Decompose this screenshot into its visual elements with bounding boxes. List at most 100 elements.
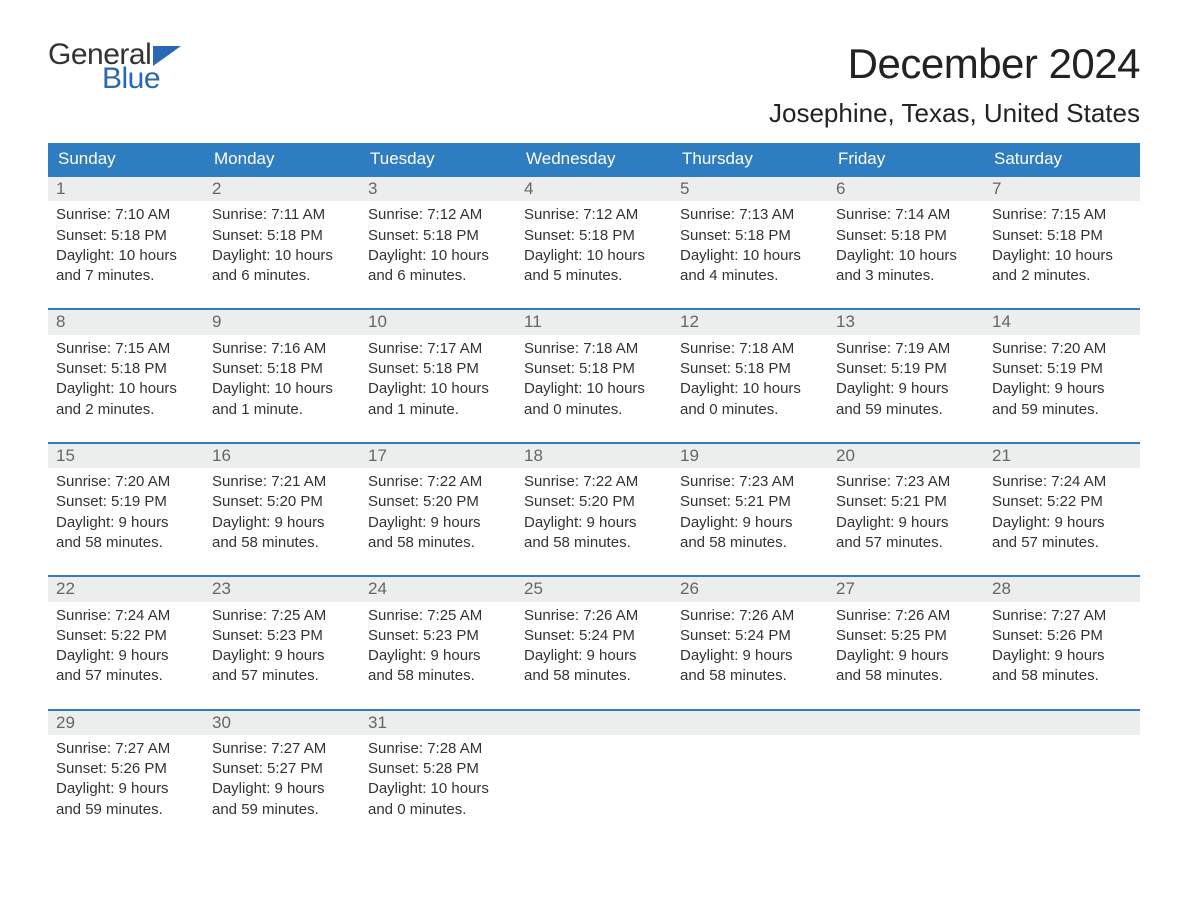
- day-body: Sunrise: 7:15 AMSunset: 5:18 PMDaylight:…: [48, 335, 204, 430]
- day-d1: Daylight: 9 hours: [368, 513, 508, 533]
- calendar-day: 18Sunrise: 7:22 AMSunset: 5:20 PMDayligh…: [516, 444, 672, 563]
- day-d1: Daylight: 9 hours: [212, 513, 352, 533]
- day-sunset: Sunset: 5:21 PM: [680, 492, 820, 512]
- day-sunset: Sunset: 5:18 PM: [56, 359, 196, 379]
- day-sunrise: Sunrise: 7:25 AM: [368, 606, 508, 626]
- day-sunrise: Sunrise: 7:13 AM: [680, 205, 820, 225]
- day-sunrise: Sunrise: 7:12 AM: [524, 205, 664, 225]
- calendar-day: 17Sunrise: 7:22 AMSunset: 5:20 PMDayligh…: [360, 444, 516, 563]
- calendar-day: 21Sunrise: 7:24 AMSunset: 5:22 PMDayligh…: [984, 444, 1140, 563]
- day-sunrise: Sunrise: 7:14 AM: [836, 205, 976, 225]
- day-body: Sunrise: 7:27 AMSunset: 5:26 PMDaylight:…: [984, 602, 1140, 697]
- day-sunset: Sunset: 5:18 PM: [992, 226, 1132, 246]
- calendar-day: 4Sunrise: 7:12 AMSunset: 5:18 PMDaylight…: [516, 177, 672, 296]
- day-d2: and 3 minutes.: [836, 266, 976, 286]
- day-body: Sunrise: 7:12 AMSunset: 5:18 PMDaylight:…: [516, 201, 672, 296]
- day-body: Sunrise: 7:28 AMSunset: 5:28 PMDaylight:…: [360, 735, 516, 830]
- day-d1: Daylight: 10 hours: [680, 246, 820, 266]
- day-sunrise: Sunrise: 7:10 AM: [56, 205, 196, 225]
- calendar-week: 22Sunrise: 7:24 AMSunset: 5:22 PMDayligh…: [48, 575, 1140, 696]
- day-d2: and 59 minutes.: [56, 800, 196, 820]
- day-d1: Daylight: 9 hours: [992, 513, 1132, 533]
- day-body: Sunrise: 7:16 AMSunset: 5:18 PMDaylight:…: [204, 335, 360, 430]
- day-body: Sunrise: 7:15 AMSunset: 5:18 PMDaylight:…: [984, 201, 1140, 296]
- day-d1: Daylight: 9 hours: [524, 646, 664, 666]
- day-d1: Daylight: 10 hours: [56, 246, 196, 266]
- day-sunrise: Sunrise: 7:27 AM: [56, 739, 196, 759]
- day-sunset: Sunset: 5:18 PM: [836, 226, 976, 246]
- day-d1: Daylight: 10 hours: [368, 379, 508, 399]
- day-number: 6: [828, 177, 984, 201]
- day-d1: Daylight: 10 hours: [992, 246, 1132, 266]
- day-d1: Daylight: 10 hours: [368, 779, 508, 799]
- calendar-day: 8Sunrise: 7:15 AMSunset: 5:18 PMDaylight…: [48, 310, 204, 429]
- calendar-day: 5Sunrise: 7:13 AMSunset: 5:18 PMDaylight…: [672, 177, 828, 296]
- day-d2: and 58 minutes.: [56, 533, 196, 553]
- day-sunset: Sunset: 5:19 PM: [836, 359, 976, 379]
- day-d2: and 59 minutes.: [212, 800, 352, 820]
- day-number: 22: [48, 577, 204, 601]
- day-number: 9: [204, 310, 360, 334]
- day-sunrise: Sunrise: 7:16 AM: [212, 339, 352, 359]
- calendar-week: 29Sunrise: 7:27 AMSunset: 5:26 PMDayligh…: [48, 709, 1140, 830]
- calendar-day: [672, 711, 828, 830]
- day-body: Sunrise: 7:22 AMSunset: 5:20 PMDaylight:…: [360, 468, 516, 563]
- day-sunset: Sunset: 5:20 PM: [212, 492, 352, 512]
- day-d2: and 57 minutes.: [992, 533, 1132, 553]
- calendar-day: 28Sunrise: 7:27 AMSunset: 5:26 PMDayligh…: [984, 577, 1140, 696]
- day-d1: Daylight: 9 hours: [992, 646, 1132, 666]
- day-body: Sunrise: 7:26 AMSunset: 5:24 PMDaylight:…: [516, 602, 672, 697]
- day-d2: and 0 minutes.: [524, 400, 664, 420]
- day-sunrise: Sunrise: 7:20 AM: [992, 339, 1132, 359]
- day-body: Sunrise: 7:24 AMSunset: 5:22 PMDaylight:…: [984, 468, 1140, 563]
- day-sunset: Sunset: 5:23 PM: [212, 626, 352, 646]
- day-number: 4: [516, 177, 672, 201]
- calendar-week: 1Sunrise: 7:10 AMSunset: 5:18 PMDaylight…: [48, 175, 1140, 296]
- day-sunset: Sunset: 5:19 PM: [56, 492, 196, 512]
- calendar-day: 31Sunrise: 7:28 AMSunset: 5:28 PMDayligh…: [360, 711, 516, 830]
- day-sunset: Sunset: 5:20 PM: [368, 492, 508, 512]
- day-sunrise: Sunrise: 7:27 AM: [212, 739, 352, 759]
- calendar-day: 11Sunrise: 7:18 AMSunset: 5:18 PMDayligh…: [516, 310, 672, 429]
- calendar-day: 15Sunrise: 7:20 AMSunset: 5:19 PMDayligh…: [48, 444, 204, 563]
- calendar-day: 20Sunrise: 7:23 AMSunset: 5:21 PMDayligh…: [828, 444, 984, 563]
- day-d2: and 58 minutes.: [680, 666, 820, 686]
- day-number: 20: [828, 444, 984, 468]
- day-sunset: Sunset: 5:28 PM: [368, 759, 508, 779]
- calendar-day: 3Sunrise: 7:12 AMSunset: 5:18 PMDaylight…: [360, 177, 516, 296]
- day-body: Sunrise: 7:26 AMSunset: 5:25 PMDaylight:…: [828, 602, 984, 697]
- day-d1: Daylight: 9 hours: [680, 646, 820, 666]
- calendar-day: 24Sunrise: 7:25 AMSunset: 5:23 PMDayligh…: [360, 577, 516, 696]
- day-sunrise: Sunrise: 7:19 AM: [836, 339, 976, 359]
- day-body: Sunrise: 7:23 AMSunset: 5:21 PMDaylight:…: [672, 468, 828, 563]
- day-number: 15: [48, 444, 204, 468]
- day-d2: and 0 minutes.: [680, 400, 820, 420]
- day-sunrise: Sunrise: 7:15 AM: [56, 339, 196, 359]
- calendar-day: 6Sunrise: 7:14 AMSunset: 5:18 PMDaylight…: [828, 177, 984, 296]
- day-body: Sunrise: 7:23 AMSunset: 5:21 PMDaylight:…: [828, 468, 984, 563]
- day-d2: and 5 minutes.: [524, 266, 664, 286]
- day-number: 8: [48, 310, 204, 334]
- day-body: Sunrise: 7:10 AMSunset: 5:18 PMDaylight:…: [48, 201, 204, 296]
- day-body: Sunrise: 7:24 AMSunset: 5:22 PMDaylight:…: [48, 602, 204, 697]
- day-d1: Daylight: 9 hours: [212, 779, 352, 799]
- title-block: December 2024 Josephine, Texas, United S…: [769, 40, 1140, 129]
- day-sunset: Sunset: 5:25 PM: [836, 626, 976, 646]
- day-body: Sunrise: 7:21 AMSunset: 5:20 PMDaylight:…: [204, 468, 360, 563]
- day-sunrise: Sunrise: 7:12 AM: [368, 205, 508, 225]
- day-d2: and 57 minutes.: [836, 533, 976, 553]
- day-d2: and 2 minutes.: [992, 266, 1132, 286]
- calendar-day: [828, 711, 984, 830]
- day-d2: and 58 minutes.: [368, 533, 508, 553]
- calendar-day: [984, 711, 1140, 830]
- day-sunset: Sunset: 5:18 PM: [56, 226, 196, 246]
- day-number: 23: [204, 577, 360, 601]
- day-d2: and 7 minutes.: [56, 266, 196, 286]
- day-sunset: Sunset: 5:18 PM: [212, 359, 352, 379]
- day-number: 19: [672, 444, 828, 468]
- day-number: 11: [516, 310, 672, 334]
- day-sunrise: Sunrise: 7:18 AM: [680, 339, 820, 359]
- day-sunset: Sunset: 5:19 PM: [992, 359, 1132, 379]
- day-d1: Daylight: 10 hours: [212, 246, 352, 266]
- day-sunset: Sunset: 5:18 PM: [212, 226, 352, 246]
